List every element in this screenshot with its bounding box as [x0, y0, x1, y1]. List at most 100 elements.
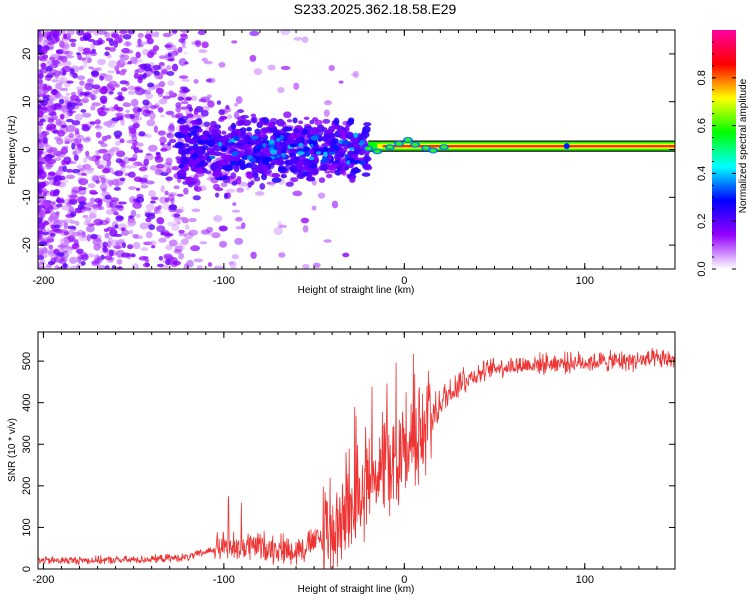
spectrogram-cell	[156, 263, 164, 268]
spectrogram-cell	[68, 38, 77, 43]
spectrogram-cell	[144, 33, 152, 40]
spectrogram-cell	[100, 177, 106, 184]
spectrogram-cell	[72, 150, 77, 156]
spectrogram-cell	[87, 78, 94, 83]
spectrogram-cell	[310, 135, 319, 141]
spectrogram-cell	[159, 196, 168, 204]
spectrogram-cell	[53, 188, 60, 195]
spectrogram-cell	[317, 192, 326, 199]
spectrogram-cell	[164, 44, 173, 48]
spectrogram-cell	[87, 253, 95, 258]
spectrogram-cell	[270, 148, 277, 155]
spectrogram-xlabel: Height of straight line (km)	[298, 285, 415, 296]
spectrogram-cell	[89, 189, 97, 195]
spectrogram-cell	[127, 244, 134, 250]
spectrogram-cell	[231, 40, 238, 44]
spectrogram-cell	[99, 75, 105, 81]
spectrogram-cell	[132, 122, 140, 129]
spectrogram-cell	[111, 239, 119, 248]
spectrogram-cell	[290, 177, 299, 183]
spectrogram-cell	[66, 247, 73, 255]
spectrogram-cell	[42, 131, 48, 135]
spectrogram-cell	[138, 64, 146, 68]
spectrogram-cell	[214, 192, 220, 198]
spectrogram-cell	[108, 80, 118, 87]
spectrogram-cell	[152, 45, 160, 52]
spectrogram-cell	[236, 176, 242, 181]
spectrogram-cell	[229, 160, 238, 166]
spectrogram-cell	[349, 176, 356, 183]
spectrogram-cell	[155, 151, 161, 156]
spectrogram-cell	[353, 132, 359, 139]
spectrogram-cell	[74, 98, 82, 103]
spectrogram-cell	[332, 125, 341, 130]
x-tick-label: -100	[213, 275, 235, 287]
spectrogram-cell	[71, 142, 76, 150]
spectrogram-cell	[66, 30, 75, 36]
spectrogram-cell	[177, 242, 188, 246]
spectrogram-cell	[221, 130, 227, 135]
spectrogram-cell	[159, 114, 166, 118]
y-tick-label: 0	[21, 566, 33, 572]
spectrogram-cell	[38, 44, 43, 50]
spectrogram-cell	[38, 211, 45, 220]
spectrogram-cell	[135, 187, 141, 191]
spectrogram-cell	[119, 30, 128, 35]
spectrogram-cell	[158, 255, 164, 261]
spectrogram-cell	[145, 217, 152, 223]
spectrogram-cell	[92, 84, 101, 90]
spectrogram-cell	[137, 116, 143, 121]
spectrogram-cell	[441, 145, 447, 149]
spectrogram-cell	[47, 260, 55, 266]
spectrogram-cell	[221, 164, 231, 171]
spectrogram-cell	[189, 131, 198, 136]
spectrogram-cell	[144, 212, 152, 218]
spectrogram-cell	[338, 129, 347, 136]
spectrogram-cell	[186, 259, 194, 268]
spectrogram-cell	[253, 68, 263, 76]
spectrogram-cell	[232, 202, 237, 206]
spectrogram-cell	[159, 136, 167, 144]
spectrogram-cell	[94, 124, 101, 129]
spectrogram-cell	[128, 215, 134, 219]
spectrogram-cell	[113, 40, 119, 48]
spectrogram-cell	[57, 62, 64, 67]
spectrogram-cell	[249, 158, 256, 163]
spectrogram-cell	[108, 91, 114, 95]
spectrogram-cell	[79, 80, 85, 86]
spectrogram-cell	[181, 78, 191, 82]
spectrogram-cell	[59, 237, 70, 246]
x-tick-label: 100	[576, 574, 594, 586]
spectrogram-cell	[140, 247, 149, 252]
spectrogram-cell	[52, 180, 61, 186]
spectrogram-cell	[260, 173, 268, 181]
spectrogram-cell	[158, 80, 166, 88]
spectrogram-cell	[197, 140, 204, 145]
spectrogram-cell	[184, 224, 190, 230]
spectrogram-cell	[292, 117, 298, 124]
spectrogram-cell	[318, 177, 326, 183]
spectrogram-cell	[220, 182, 228, 188]
spectrogram-cell	[244, 134, 250, 143]
spectrogram-cell	[57, 244, 67, 248]
spectrogram-ylabel: Frequency (Hz)	[7, 116, 18, 185]
spectrogram-cell	[70, 42, 76, 48]
spectrogram-cell	[78, 65, 84, 71]
spectrogram-cell	[241, 222, 246, 229]
spectrogram-cell	[49, 212, 60, 220]
spectrogram-cell	[207, 100, 215, 108]
spectrogram-cell	[184, 61, 189, 65]
spectrogram-cell	[173, 213, 181, 218]
spectrogram-cell	[80, 98, 90, 104]
spectrogram-cell	[153, 125, 158, 133]
spectrogram-cell	[104, 255, 113, 261]
spectrogram-cell	[257, 120, 266, 126]
spectrogram-cell	[127, 223, 135, 228]
spectrogram-cell	[322, 134, 330, 143]
spectrogram-cell	[113, 130, 123, 138]
spectrogram-cell	[38, 37, 43, 42]
spectrogram-cell	[111, 265, 117, 269]
spectrogram-cell	[305, 151, 311, 157]
spectrogram-cell	[101, 187, 107, 193]
